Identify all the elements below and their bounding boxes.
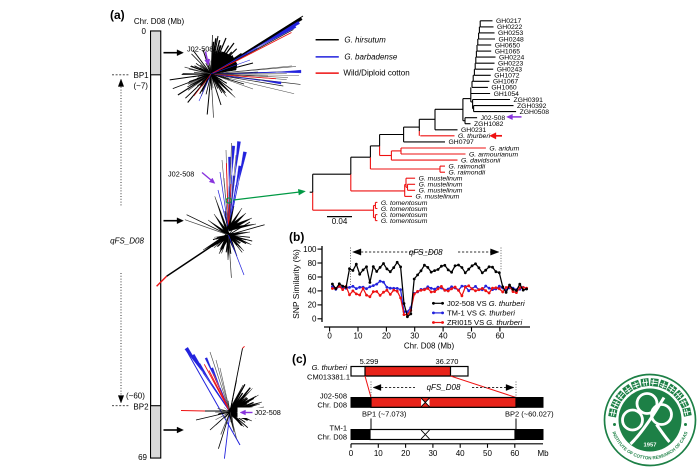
svg-text:ZGH0392: ZGH0392: [517, 103, 547, 110]
svg-text:G. tomentosum: G. tomentosum: [381, 212, 428, 219]
svg-text:60: 60: [308, 273, 317, 282]
svg-text:qFS_D08: qFS_D08: [110, 237, 144, 246]
svg-text:GH0650: GH0650: [495, 42, 521, 49]
svg-text:36.270: 36.270: [436, 357, 459, 366]
svg-text:J02-508: J02-508: [481, 115, 506, 122]
svg-text:0: 0: [349, 449, 354, 458]
svg-text:GH0253: GH0253: [498, 30, 524, 37]
svg-text:G. raimondii: G. raimondii: [449, 163, 486, 170]
svg-text:0.04: 0.04: [332, 217, 348, 226]
svg-text:J02-508: J02-508: [168, 169, 194, 178]
svg-text:10: 10: [354, 332, 363, 341]
svg-text:GH1067: GH1067: [493, 79, 519, 86]
svg-text:J02-508: J02-508: [187, 44, 213, 53]
svg-text:GH1065: GH1065: [495, 48, 521, 55]
svg-text:Chr. D08: Chr. D08: [317, 433, 347, 442]
svg-text:G. tomentosum: G. tomentosum: [381, 200, 428, 207]
svg-text:10: 10: [374, 449, 383, 458]
svg-text:J02-508: J02-508: [320, 392, 347, 401]
svg-text:G. tomentosum: G. tomentosum: [381, 206, 428, 213]
svg-text:G. mustelinum: G. mustelinum: [416, 194, 460, 201]
svg-text:ZGH1082: ZGH1082: [474, 121, 504, 128]
svg-text:BP2 (~60.027): BP2 (~60.027): [505, 410, 554, 419]
svg-text:SNP Similarity (%): SNP Similarity (%): [291, 249, 301, 319]
svg-text:G. tomentosum: G. tomentosum: [381, 218, 428, 225]
svg-text:Chr. D08: Chr. D08: [317, 401, 347, 410]
svg-text:ZGH0391: ZGH0391: [514, 97, 544, 104]
svg-text:0: 0: [142, 27, 147, 36]
svg-text:40: 40: [439, 332, 448, 341]
svg-text:G. thurberi: G. thurberi: [312, 363, 348, 372]
svg-text:20: 20: [401, 449, 410, 458]
svg-text:GH0797: GH0797: [449, 139, 475, 146]
svg-text:G. barbadense: G. barbadense: [344, 53, 397, 62]
svg-text:5.299: 5.299: [360, 357, 379, 366]
svg-text:(~60): (~60): [126, 392, 145, 401]
svg-text:30: 30: [428, 449, 437, 458]
svg-text:GH1054: GH1054: [494, 91, 520, 98]
svg-text:CM013381.1: CM013381.1: [307, 373, 350, 382]
svg-text:J02-508 VS G. thurberi: J02-508 VS G. thurberi: [447, 299, 525, 308]
svg-text:GH0248: GH0248: [499, 36, 525, 43]
svg-text:40: 40: [456, 449, 465, 458]
svg-text:Chr. D08 (Mb): Chr. D08 (Mb): [404, 342, 455, 351]
svg-text:BP1 (~7.073): BP1 (~7.073): [362, 410, 407, 419]
svg-text:50: 50: [483, 449, 492, 458]
svg-text:50: 50: [467, 332, 476, 341]
svg-text:20: 20: [382, 332, 391, 341]
svg-text:69: 69: [138, 453, 147, 462]
svg-text:qFS_D08: qFS_D08: [409, 248, 443, 257]
svg-text:TM-1 VS G. thurberi: TM-1 VS G. thurberi: [447, 309, 515, 318]
svg-text:Wild/Diploid cotton: Wild/Diploid cotton: [343, 69, 409, 78]
svg-text:30: 30: [410, 332, 419, 341]
svg-text:Chr. D08 (Mb): Chr. D08 (Mb): [134, 17, 185, 26]
svg-text:60: 60: [495, 332, 504, 341]
svg-text:Mb: Mb: [537, 449, 549, 458]
svg-text:G. aridum: G. aridum: [489, 145, 519, 152]
svg-text:0: 0: [312, 315, 317, 324]
svg-text:GH0224: GH0224: [499, 54, 525, 61]
svg-text:BP2: BP2: [133, 403, 149, 412]
svg-text:0: 0: [327, 332, 332, 341]
svg-text:GH0223: GH0223: [498, 61, 524, 68]
svg-text:TM-1: TM-1: [330, 424, 348, 433]
svg-text:GH0222: GH0222: [497, 24, 523, 31]
svg-text:G. mustelinum: G. mustelinum: [419, 176, 463, 183]
svg-text:BP1: BP1: [134, 71, 150, 80]
svg-text:G. thurberi: G. thurberi: [458, 133, 491, 140]
svg-text:qFS_D08: qFS_D08: [427, 383, 461, 392]
svg-text:60: 60: [510, 449, 519, 458]
svg-text:ZGH0508: ZGH0508: [520, 109, 550, 116]
svg-text:G. davidsonii: G. davidsonii: [461, 157, 501, 164]
svg-text:GH0217: GH0217: [496, 18, 522, 25]
svg-text:GH0231: GH0231: [461, 127, 487, 134]
svg-text:G. raimondii: G. raimondii: [449, 170, 486, 177]
svg-text:J02-508: J02-508: [255, 408, 281, 417]
svg-text:(b): (b): [289, 230, 304, 244]
svg-text:20: 20: [308, 301, 317, 310]
svg-text:40: 40: [308, 287, 317, 296]
svg-text:(~7): (~7): [134, 82, 149, 91]
svg-text:G. hirsutum: G. hirsutum: [344, 35, 386, 44]
svg-text:1957: 1957: [644, 443, 657, 449]
svg-text:80: 80: [308, 259, 317, 268]
svg-text:G. mustelinum: G. mustelinum: [419, 182, 463, 189]
svg-text:GH0243: GH0243: [497, 67, 523, 74]
svg-text:GH1072: GH1072: [494, 73, 520, 80]
svg-text:GH1060: GH1060: [491, 85, 517, 92]
svg-text:(a): (a): [110, 8, 125, 22]
svg-text:G. mustelinum: G. mustelinum: [419, 188, 463, 195]
svg-text:ZRI015 VS G. thurberi: ZRI015 VS G. thurberi: [447, 318, 522, 327]
svg-text:G. armourianum: G. armourianum: [469, 151, 518, 158]
svg-text:100: 100: [303, 245, 317, 254]
svg-text:(c): (c): [292, 352, 307, 366]
